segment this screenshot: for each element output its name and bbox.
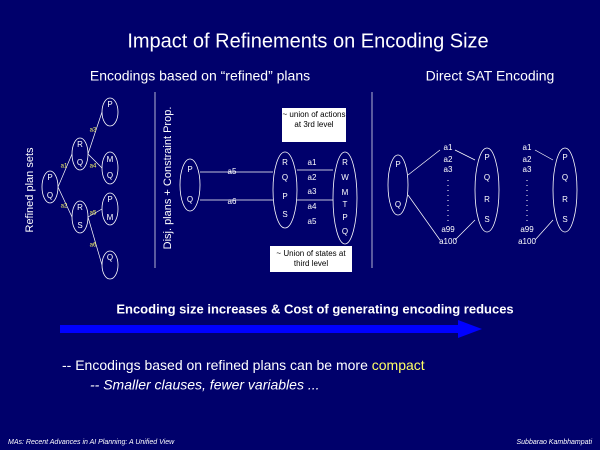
tree-edge-label: a5 [90,211,97,217]
edge [87,216,103,266]
state-label: W [341,173,349,182]
callout: ~ Union of states at third level [276,249,346,268]
edge [87,153,103,169]
callout-box [282,108,346,142]
arrow-caption: Encoding size increases & Cost of genera… [116,301,513,316]
callout-text: ~ Union of states at third level [276,249,346,268]
state-label: R [562,195,568,204]
action-label: a5 [228,167,237,176]
state-oval [552,147,578,233]
edge [534,149,554,161]
left-heading: Encodings based on “refined” plans [90,68,310,84]
state-oval [387,154,409,216]
state-label: P [562,153,567,162]
action-label: a6 [228,197,237,206]
tree-node-label: P [47,173,52,182]
bullet: -- Smaller clauses, fewer variables ... [90,377,320,393]
state-label: R [484,195,490,204]
action-label: a2 [444,155,453,164]
state-oval [272,151,298,229]
tree-node-label: Q [107,253,113,262]
state-label: Q [562,173,568,182]
action-label: a2 [523,155,532,164]
action-label: a100 [439,237,457,246]
tree-node-label: P [107,100,112,109]
bullet-text: -- Encodings based on refined plans can … [62,357,372,373]
tree-edge-label: a3 [90,128,97,134]
side-label: Disj. plans + Constraint Prop. [162,107,174,250]
slide-title: Impact of Refinements on Encoding Size [127,30,488,52]
state-label: T [343,200,348,209]
state-oval [474,147,500,233]
tree-node-label: R [77,140,83,149]
arrow-head [458,320,482,338]
state-label: R [342,158,348,167]
callout-box [270,246,352,272]
edge [57,186,73,218]
edge [407,149,441,176]
action-label: a5 [308,217,317,226]
action-label: a99 [441,225,455,234]
state-label: Q [187,195,193,204]
action-label: a1 [523,143,532,152]
tree-node-label: R [77,203,83,212]
tree-edge-label: a6 [90,243,97,249]
arrow-shaft [60,325,460,333]
state-label: M [342,188,349,197]
edge [454,149,476,161]
callout-text: ~ union of actions at 3rd level [282,110,346,129]
action-label: a3 [444,165,453,174]
state-label: Q [484,173,490,182]
tree-edge-label: a1 [61,164,68,170]
right-heading: Direct SAT Encoding [426,68,555,84]
edge [407,194,441,241]
state-label: P [282,192,287,201]
action-label: a3 [523,165,532,174]
edge [454,219,476,241]
state-label: S [484,215,489,224]
bullet-emphasis: compact [372,357,425,373]
state-label: Q [342,227,348,236]
edge [87,111,103,155]
action-label: a3 [308,187,317,196]
edge [57,153,73,188]
bullet: -- Encodings based on refined plans can … [62,357,425,373]
footer-left: MAs: Recent Advances in AI Planning: A U… [8,439,175,446]
action-label: a1 [444,143,453,152]
callout: ~ union of actions at 3rd level [282,110,346,129]
state-label: Q [395,200,401,209]
edge [534,219,554,241]
action-label: a99 [520,225,534,234]
tree-node-label: S [77,221,82,230]
tree-node-label: Q [77,158,83,167]
state-oval [179,158,201,212]
tree-edge-label: a2 [61,204,68,210]
state-oval [332,151,358,245]
action-label: a2 [308,173,317,182]
edge [87,208,103,218]
state-label: P [187,165,192,174]
side-label: Refined plan sets [24,147,36,232]
tree-node-label: Q [47,191,53,200]
state-label: Q [282,173,288,182]
state-label: S [282,210,287,219]
action-label: a100 [518,237,536,246]
action-label: a1 [308,158,317,167]
tree-edge-label: a4 [90,164,97,170]
tree-node-label: P [107,195,112,204]
tree-node-label: Q [107,171,113,180]
state-label: P [484,153,489,162]
state-label: P [395,160,400,169]
footer-right: Subbarao Kambhampati [517,439,593,446]
state-label: R [282,158,288,167]
tree-node-label: M [107,155,114,164]
action-label: a4 [308,202,317,211]
state-label: P [342,213,347,222]
state-label: S [562,215,567,224]
tree-node-label: M [107,213,114,222]
